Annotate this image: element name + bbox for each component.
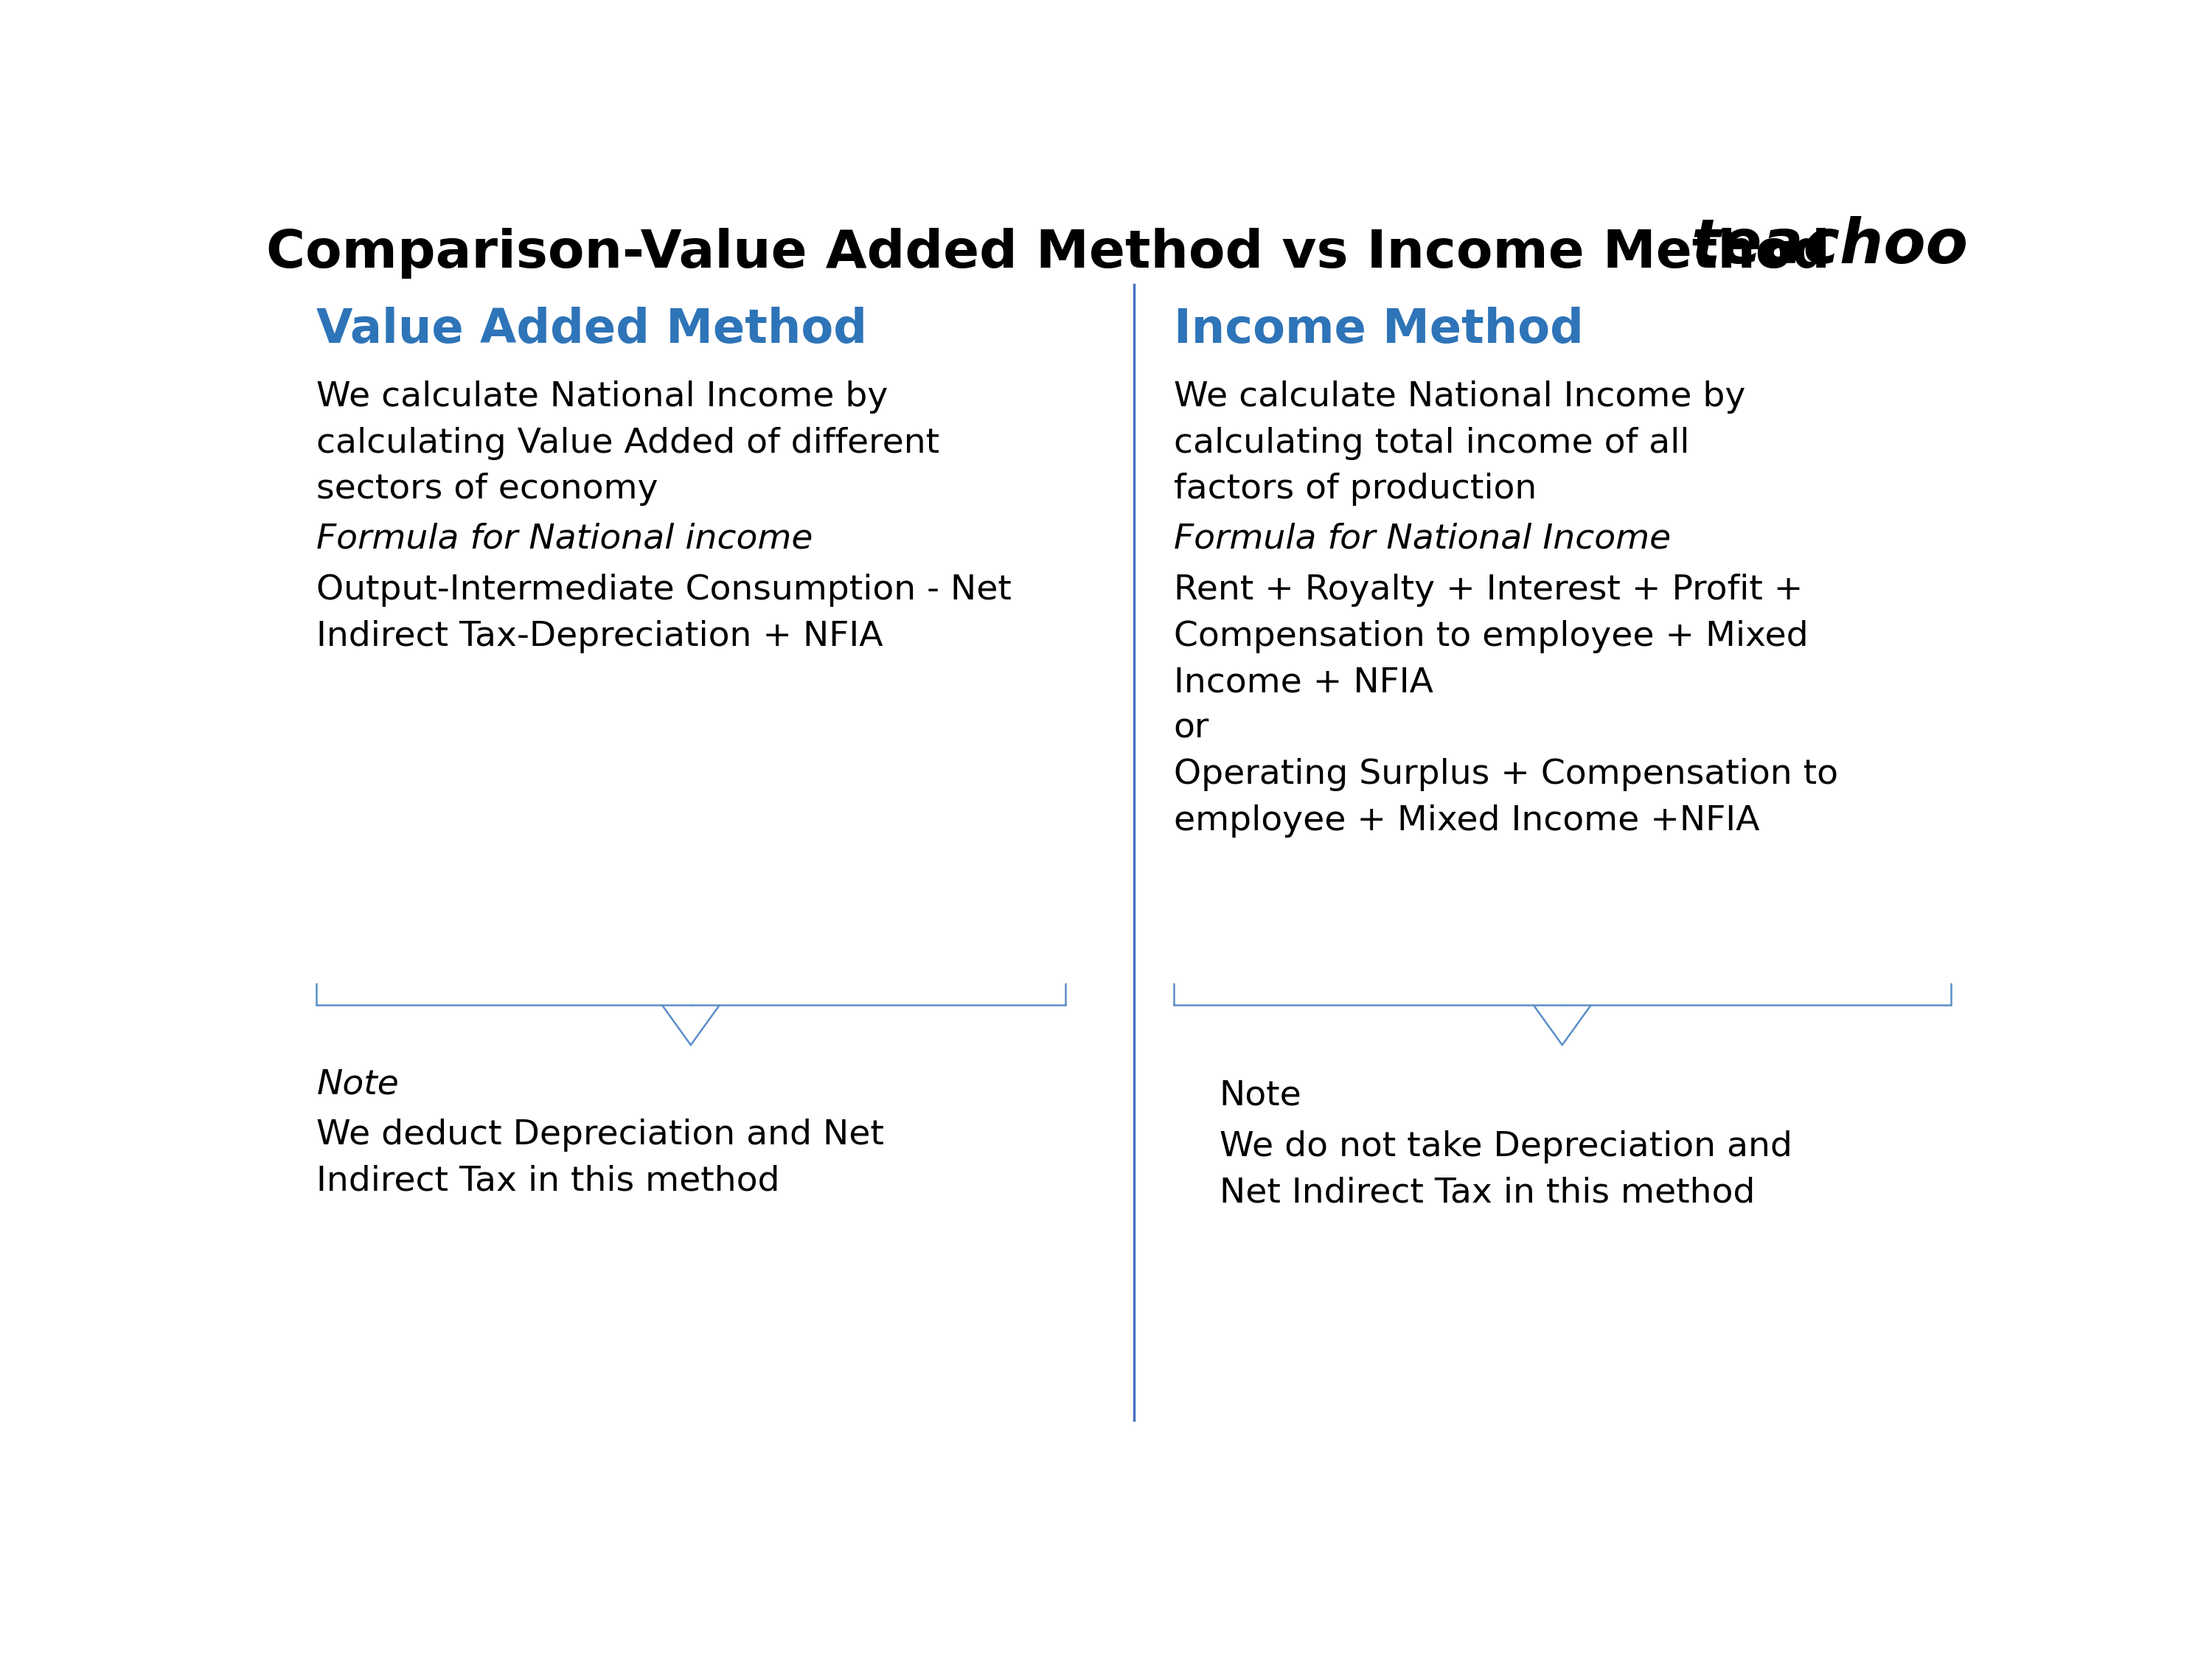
Text: Comparison-Value Added Method vs Income Method: Comparison-Value Added Method vs Income … <box>265 227 1829 279</box>
Text: We do not take Depreciation and
Net Indirect Tax in this method: We do not take Depreciation and Net Indi… <box>1219 1130 1792 1209</box>
Text: Rent + Royalty + Interest + Profit +
Compensation to employee + Mixed
Income + N: Rent + Royalty + Interest + Profit + Com… <box>1175 574 1838 838</box>
Text: Income Method: Income Method <box>1175 307 1584 353</box>
Text: Formula for National Income: Formula for National Income <box>1175 523 1670 556</box>
Text: We calculate National Income by
calculating Value Added of different
sectors of : We calculate National Income by calculat… <box>316 382 940 506</box>
Text: We calculate National Income by
calculating total income of all
factors of produ: We calculate National Income by calculat… <box>1175 382 1745 506</box>
Text: Formula for National income: Formula for National income <box>316 523 814 556</box>
Text: Value Added Method: Value Added Method <box>316 307 867 353</box>
Text: Note: Note <box>316 1068 398 1102</box>
Text: teachoo: teachoo <box>1690 216 1969 275</box>
Text: Output-Intermediate Consumption - Net
Indirect Tax-Depreciation + NFIA: Output-Intermediate Consumption - Net In… <box>316 574 1011 654</box>
Text: Note: Note <box>1219 1078 1301 1112</box>
Text: We deduct Depreciation and Net
Indirect Tax in this method: We deduct Depreciation and Net Indirect … <box>316 1118 885 1198</box>
